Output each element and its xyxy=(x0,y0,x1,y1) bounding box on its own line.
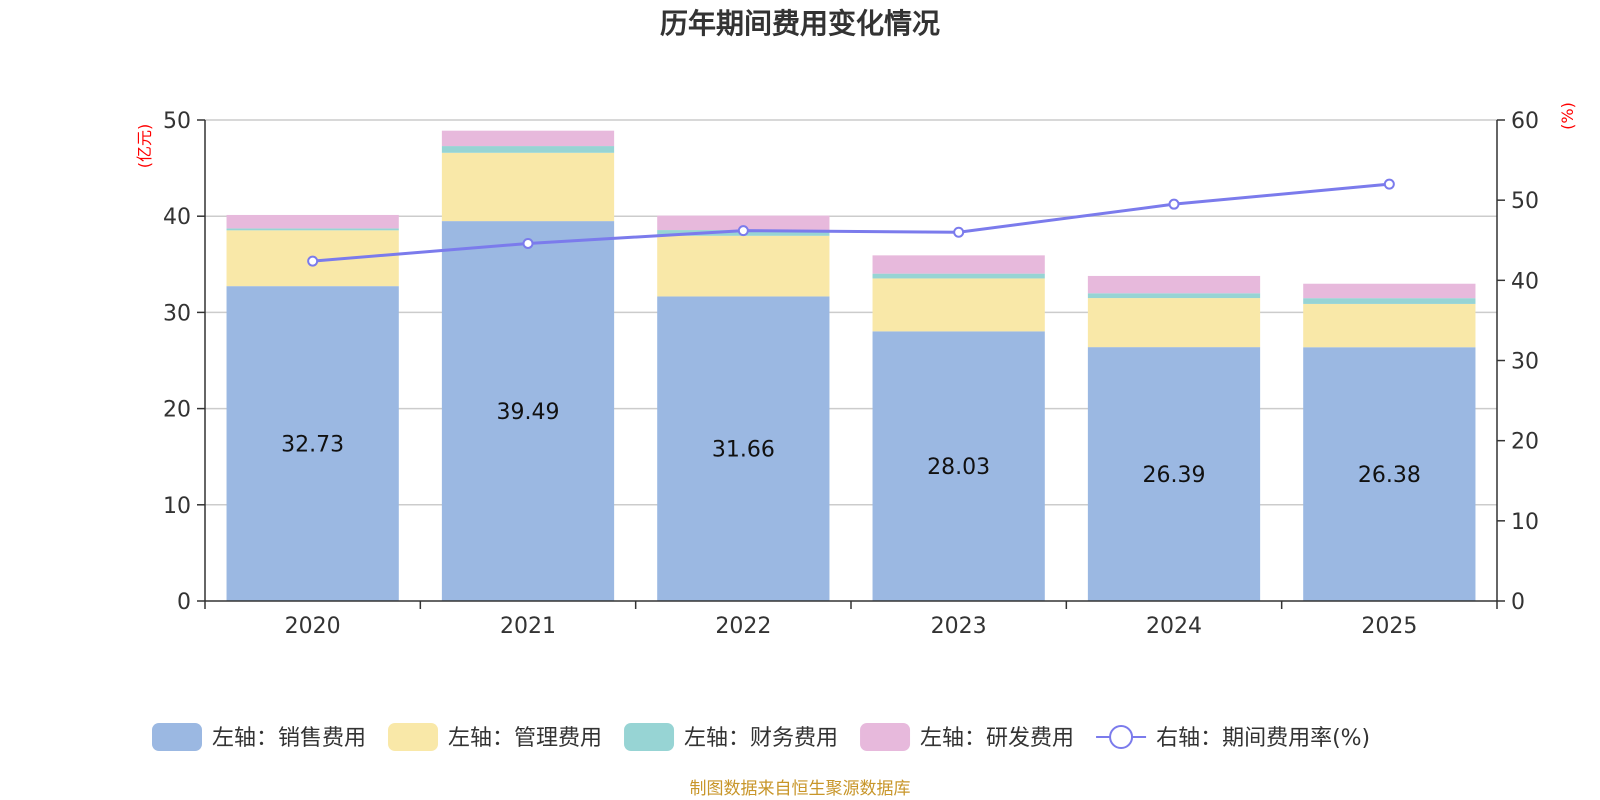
x-tick-label: 2025 xyxy=(1361,614,1417,639)
bar-value-label: 26.39 xyxy=(1143,463,1206,488)
bar-value-label: 32.73 xyxy=(281,433,344,458)
chart-title: 历年期间费用变化情况 xyxy=(660,7,940,40)
right-tick-label: 30 xyxy=(1511,350,1539,375)
gridlines xyxy=(205,119,1497,506)
rate-point-2021 xyxy=(522,237,534,249)
x-tick-label: 2021 xyxy=(500,614,556,639)
rate-point-2025 xyxy=(1383,178,1395,190)
legend-swatch xyxy=(152,723,202,751)
legend-swatch xyxy=(624,723,675,751)
left-tick-label: 40 xyxy=(163,205,191,230)
rate-point-2022 xyxy=(737,225,749,237)
left-tick-label: 10 xyxy=(163,494,191,519)
bar-2021-series-0 xyxy=(441,221,615,601)
rate-point-2024 xyxy=(1168,198,1180,210)
left-tick-label: 50 xyxy=(163,109,191,134)
bars xyxy=(226,130,1476,601)
left-tick-label: 30 xyxy=(163,301,191,326)
right-tick-label: 10 xyxy=(1511,510,1539,535)
left-tick-label: 20 xyxy=(163,398,191,423)
bar-2021-series-2 xyxy=(441,146,615,153)
right-tick-label: 40 xyxy=(1511,269,1539,294)
right-tick-label: 50 xyxy=(1511,189,1539,214)
bar-value-label: 26.38 xyxy=(1358,463,1421,488)
legend-swatch xyxy=(388,723,439,751)
bar-2021-series-1 xyxy=(441,152,615,222)
bar-2022-series-3 xyxy=(657,215,830,231)
bar-2025-series-0 xyxy=(1303,347,1476,601)
bar-labels: 32.73 39.49 31.66 28.03 26.39 26.38 xyxy=(281,400,1421,488)
bar-2025-series-3 xyxy=(1303,283,1476,299)
legend-label-2: 左轴：财务费用 xyxy=(684,726,838,751)
axes: 0 10 20 30 40 50 0 10 20 30 40 50 60 2020 2021 2022 2023… xyxy=(163,109,1539,639)
right-axis-unit: (%) xyxy=(1558,102,1577,130)
rate-line-path xyxy=(312,182,1390,263)
bar-2023-series-2 xyxy=(872,273,1045,279)
right-tick-label: 20 xyxy=(1511,430,1539,455)
legend-label-1: 左轴：管理费用 xyxy=(448,726,602,751)
legend-label-0: 左轴：销售费用 xyxy=(212,726,366,751)
legend-swatch xyxy=(860,723,911,751)
left-axis-unit: (亿元) xyxy=(135,124,154,169)
x-tick-label: 2020 xyxy=(285,614,341,639)
rate-point-2023 xyxy=(953,226,965,238)
bar-value-label: 28.03 xyxy=(927,455,990,480)
bar-2025-series-2 xyxy=(1303,298,1476,304)
bar-2022-series-1 xyxy=(657,235,830,297)
right-tick-label: 60 xyxy=(1511,109,1539,134)
bar-2025-series-1 xyxy=(1303,303,1476,348)
bar-2024-series-1 xyxy=(1087,298,1261,348)
left-tick-label: 0 xyxy=(177,590,191,615)
legend: 左轴：销售费用 左轴：管理费用 左轴：财务费用 左轴：研发费用 右轴：期间费用率(%) xyxy=(152,723,1370,751)
bar-2020-series-2 xyxy=(226,228,399,231)
x-tick-label: 2024 xyxy=(1146,614,1202,639)
bar-2024-series-2 xyxy=(1087,293,1261,299)
bar-2021-series-3 xyxy=(441,130,615,147)
legend-label-3: 左轴：研发费用 xyxy=(920,726,1074,751)
bar-2024-series-3 xyxy=(1087,275,1261,294)
bar-value-label: 31.66 xyxy=(712,438,775,463)
bar-2020-series-0 xyxy=(226,286,399,601)
bar-2023-series-1 xyxy=(872,278,1045,332)
bar-2020-series-3 xyxy=(226,214,399,229)
bar-2023-series-0 xyxy=(872,331,1045,601)
bar-2022-series-0 xyxy=(657,296,830,601)
legend-circle-swatch xyxy=(1109,725,1134,749)
x-tick-label: 2022 xyxy=(715,614,771,639)
right-tick-label: 0 xyxy=(1511,590,1525,615)
bar-2024-series-0 xyxy=(1087,347,1261,601)
bar-value-label: 39.49 xyxy=(497,400,560,425)
legend-label-4: 右轴：期间费用率(%) xyxy=(1156,726,1370,751)
bar-2023-series-3 xyxy=(872,255,1045,274)
rate-line xyxy=(307,178,1395,267)
x-tick-label: 2023 xyxy=(931,614,987,639)
rate-point-2020 xyxy=(307,255,319,267)
source-note: 制图数据来自恒生聚源数据库 xyxy=(690,779,911,799)
